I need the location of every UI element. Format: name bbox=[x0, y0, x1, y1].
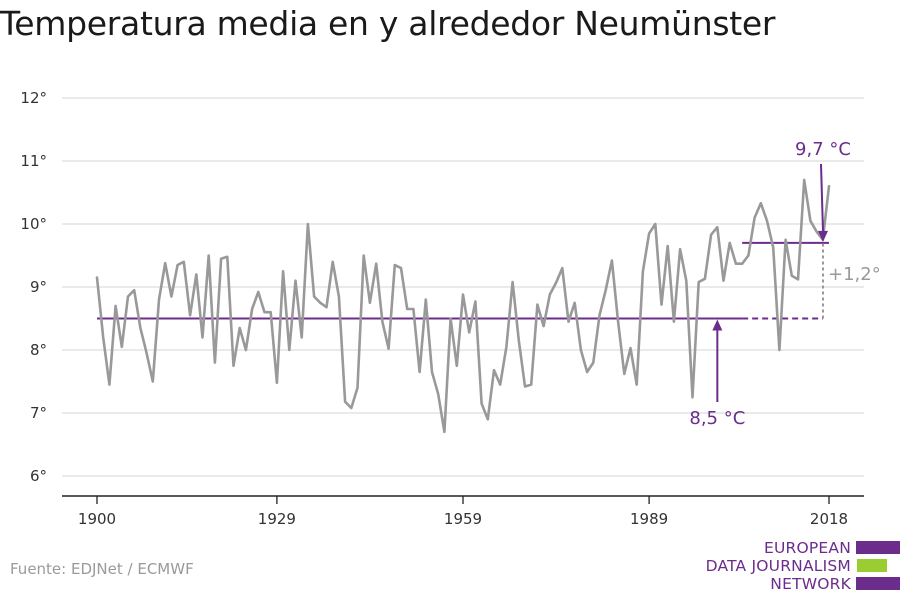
temperature-series bbox=[95, 178, 831, 434]
x-tick-label: 1989 bbox=[630, 510, 668, 528]
logo-line-3: NETWORK bbox=[770, 575, 851, 593]
x-tick-label: 1959 bbox=[444, 510, 482, 528]
y-axis-labels: 6° 7° 8° 9° 10° 11° 12° bbox=[20, 89, 47, 485]
x-axis: 1900 1929 1959 1989 2018 bbox=[62, 495, 864, 528]
label-baseline: 8,5 °C bbox=[689, 408, 745, 429]
arrow-baseline-head bbox=[712, 319, 723, 331]
x-tick-label: 2018 bbox=[810, 510, 848, 528]
y-tick-label: 6° bbox=[30, 467, 47, 485]
y-tick-label: 9° bbox=[30, 278, 47, 296]
y-tick-label: 11° bbox=[20, 152, 47, 170]
logo-bar-green bbox=[857, 559, 887, 572]
logo-bar-purple-bottom bbox=[856, 577, 900, 590]
logo-line-2: DATA JOURNALISM bbox=[705, 557, 851, 575]
logo-bar-purple-top bbox=[856, 541, 900, 554]
chart-title: Temperatura media en y alrededor Neumüns… bbox=[0, 4, 776, 43]
logo-line-1: EUROPEAN bbox=[763, 539, 851, 557]
label-recent: 9,7 °C bbox=[795, 139, 851, 160]
y-tick-label: 7° bbox=[30, 404, 47, 422]
arrow-recent-head bbox=[818, 230, 828, 242]
y-tick-label: 10° bbox=[20, 215, 47, 233]
edjnet-logo: EUROPEAN DATA JOURNALISM NETWORK bbox=[700, 537, 900, 597]
y-tick-label: 12° bbox=[20, 89, 47, 107]
x-tick-label: 1900 bbox=[78, 510, 116, 528]
arrow-recent-shaft bbox=[820, 163, 824, 232]
annotations: 8,5 °C 9,7 °C +1,2° bbox=[689, 139, 880, 429]
y-tick-label: 8° bbox=[30, 341, 47, 359]
source-note: Fuente: EDJNet / ECMWF bbox=[10, 560, 194, 578]
x-tick-label: 1929 bbox=[258, 510, 296, 528]
temperature-line bbox=[95, 178, 831, 434]
label-difference: +1,2° bbox=[828, 264, 881, 285]
